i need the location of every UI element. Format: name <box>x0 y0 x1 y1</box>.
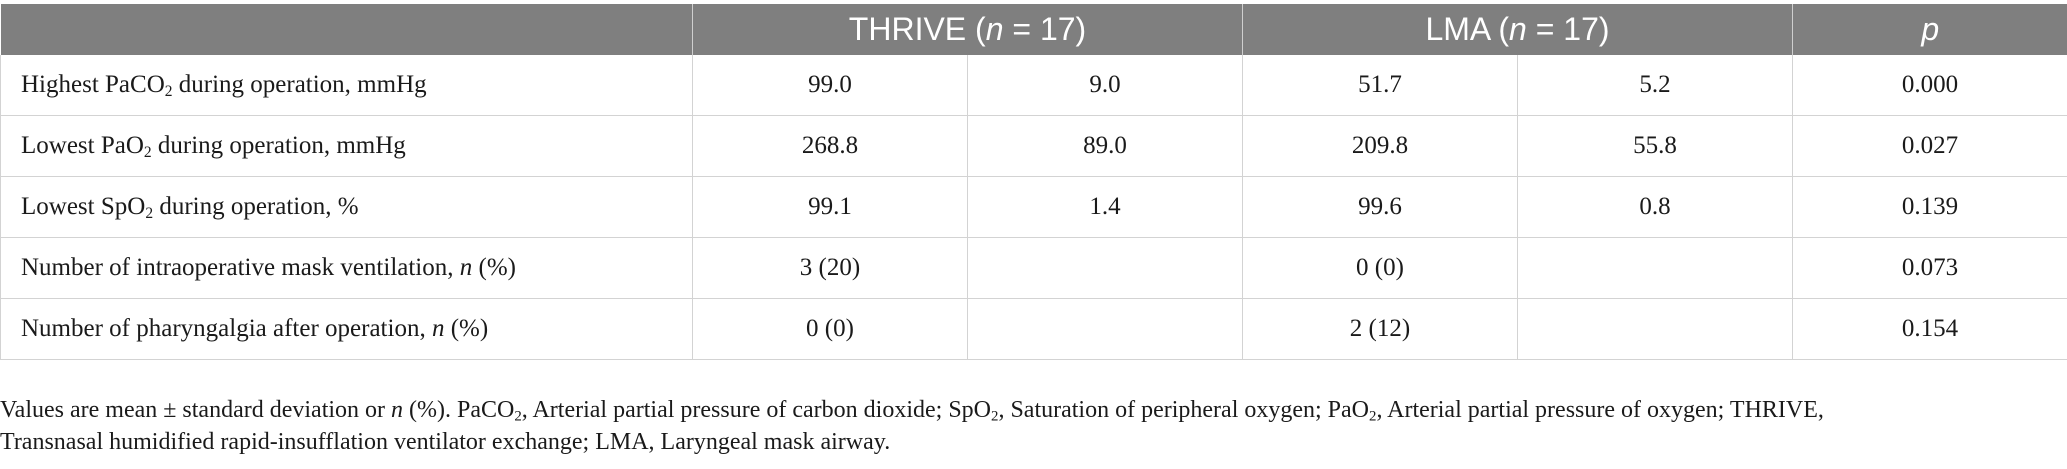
lma-sd-cell: 55.8 <box>1517 115 1793 177</box>
thrive-sd-cell: 89.0 <box>967 115 1243 177</box>
results-table: THRIVE (n = 17) LMA (n = 17) p Highest P… <box>0 4 2067 360</box>
thrive-sd-cell <box>967 237 1243 299</box>
lma-sd-cell <box>1517 298 1793 360</box>
lma-mean-cell: 99.6 <box>1242 176 1518 238</box>
thrive-mean-cell: 268.8 <box>692 115 968 177</box>
p-value-cell: 0.073 <box>1792 237 2067 299</box>
p-value-cell: 0.139 <box>1792 176 2067 238</box>
table-row: Lowest SpO2 during operation, % 99.1 1.4… <box>0 176 2067 238</box>
footnote-line-2: Transnasal humidified rapid-insufflation… <box>0 429 891 455</box>
lma-sd-cell <box>1517 237 1793 299</box>
footnote-line-1: Values are mean ± standard deviation or … <box>0 397 1824 425</box>
header-lma: LMA (n = 17) <box>1242 4 1793 55</box>
lma-sd-cell: 5.2 <box>1517 55 1793 116</box>
thrive-sd-cell <box>967 298 1243 360</box>
thrive-mean-cell: 99.1 <box>692 176 968 238</box>
lma-mean-cell: 2 (12) <box>1242 298 1518 360</box>
row-label: Number of pharyngalgia after operation, … <box>0 298 693 360</box>
p-value-cell: 0.000 <box>1792 55 2067 116</box>
table-row: Lowest PaO2 during operation, mmHg 268.8… <box>0 115 2067 177</box>
table-row: Highest PaCO2 during operation, mmHg 99.… <box>0 55 2067 116</box>
thrive-sd-cell: 9.0 <box>967 55 1243 116</box>
header-row: THRIVE (n = 17) LMA (n = 17) p <box>0 4 2067 55</box>
lma-mean-cell: 209.8 <box>1242 115 1518 177</box>
row-label: Lowest PaO2 during operation, mmHg <box>0 115 693 177</box>
lma-sd-cell: 0.8 <box>1517 176 1793 238</box>
p-value-cell: 0.154 <box>1792 298 2067 360</box>
lma-mean-cell: 0 (0) <box>1242 237 1518 299</box>
row-label: Lowest SpO2 during operation, % <box>0 176 693 238</box>
table-row: Number of pharyngalgia after operation, … <box>0 298 2067 360</box>
row-label: Number of intraoperative mask ventilatio… <box>0 237 693 299</box>
header-p-value: p <box>1792 4 2067 55</box>
lma-mean-cell: 51.7 <box>1242 55 1518 116</box>
thrive-mean-cell: 99.0 <box>692 55 968 116</box>
table-row: Number of intraoperative mask ventilatio… <box>0 237 2067 299</box>
thrive-sd-cell: 1.4 <box>967 176 1243 238</box>
thrive-mean-cell: 0 (0) <box>692 298 968 360</box>
header-empty-cell <box>0 4 693 55</box>
table-footnote: Values are mean ± standard deviation or … <box>0 394 2060 458</box>
thrive-mean-cell: 3 (20) <box>692 237 968 299</box>
header-thrive: THRIVE (n = 17) <box>692 4 1243 55</box>
row-label: Highest PaCO2 during operation, mmHg <box>0 55 693 116</box>
p-value-cell: 0.027 <box>1792 115 2067 177</box>
